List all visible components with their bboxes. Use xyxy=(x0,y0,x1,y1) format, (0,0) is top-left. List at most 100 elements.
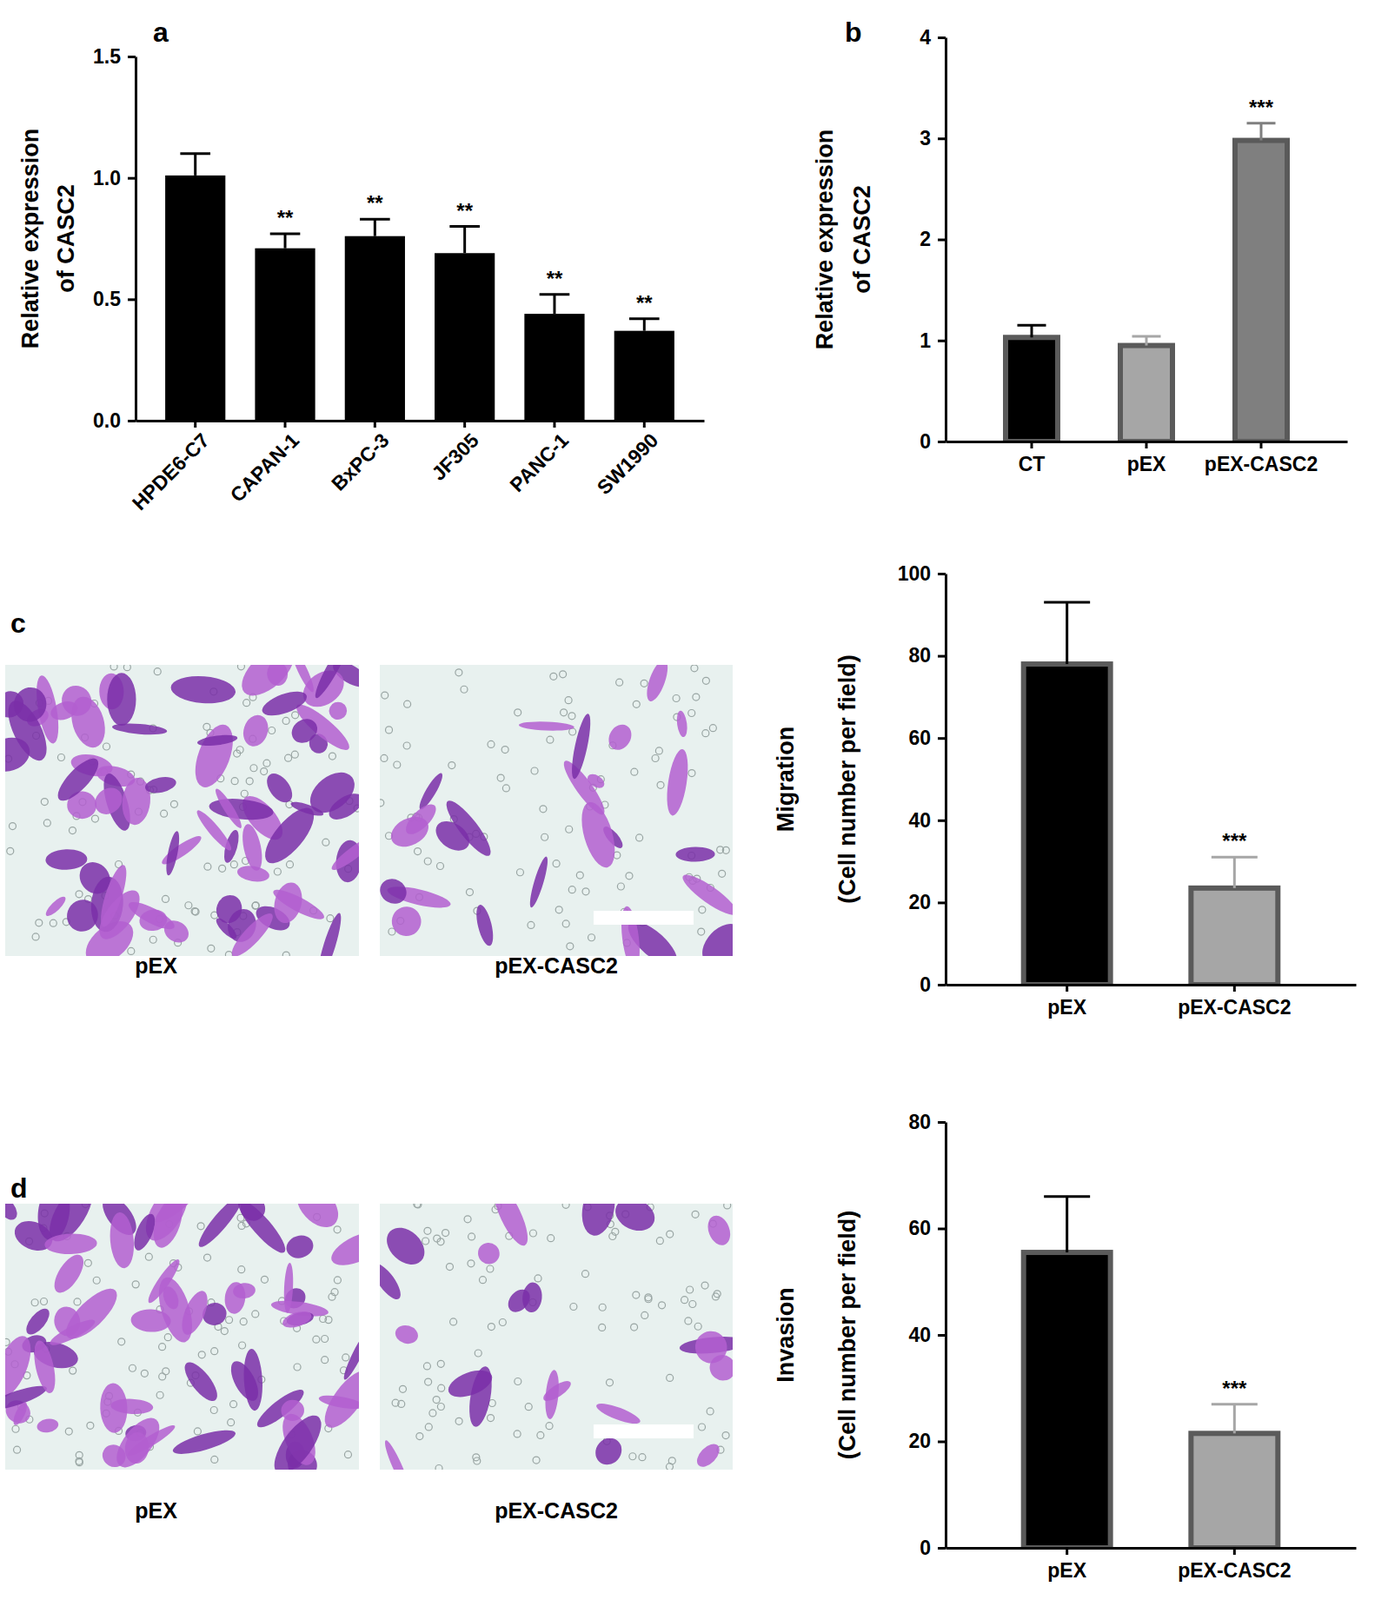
stained-cell xyxy=(30,1338,60,1395)
error-bar xyxy=(1211,1404,1258,1435)
pore xyxy=(636,834,644,842)
x-tick: pEX xyxy=(1047,984,1087,1019)
pore xyxy=(598,1323,606,1331)
y-tick-label: 0 xyxy=(919,430,931,453)
pore xyxy=(12,1425,20,1433)
x-tick: pEX-CASC2 xyxy=(1177,984,1291,1019)
pore xyxy=(562,1203,570,1209)
micrograph xyxy=(379,664,733,957)
error-stem xyxy=(463,226,466,254)
y-tick-mark xyxy=(937,137,946,140)
pore xyxy=(438,1384,445,1392)
pore xyxy=(236,746,244,754)
pore xyxy=(282,951,290,957)
stained-cell xyxy=(170,1425,238,1459)
stained-cell xyxy=(239,711,273,750)
pore xyxy=(565,825,573,833)
pore xyxy=(513,1430,521,1438)
pore xyxy=(630,768,638,776)
stained-cell xyxy=(584,771,607,792)
y-tick-mark xyxy=(937,901,946,904)
pore xyxy=(547,1235,555,1242)
pore xyxy=(701,1281,709,1289)
x-tick-label: pEX-CASC2 xyxy=(1204,452,1318,476)
y-tick-label: 80 xyxy=(908,1110,931,1134)
stained-cell xyxy=(604,720,636,755)
pore xyxy=(5,1338,10,1346)
y-tick-mark xyxy=(937,572,946,576)
stained-cell xyxy=(108,1410,167,1470)
pore xyxy=(617,883,625,890)
y-tick-label: 2 xyxy=(919,227,931,251)
pore xyxy=(651,755,659,763)
x-axis: HPDE6-C7CAPAN-1BxPC-3JF305PANC-1SW1990 xyxy=(127,420,704,515)
pore xyxy=(718,869,726,877)
stained-cell xyxy=(179,1357,223,1407)
bar xyxy=(1023,664,1111,985)
pore xyxy=(694,1322,702,1330)
y-tick-mark xyxy=(937,339,946,343)
pore xyxy=(478,1276,486,1284)
x-tick: pEX-CASC2 xyxy=(1204,441,1318,476)
pore xyxy=(128,1364,136,1372)
y-tick-mark xyxy=(937,819,946,823)
pore xyxy=(464,1215,472,1223)
bar xyxy=(165,175,226,421)
pore xyxy=(103,743,111,751)
x-tick: BxPC-3 xyxy=(326,420,393,495)
pore xyxy=(550,672,558,680)
pore xyxy=(527,921,535,929)
bar xyxy=(345,236,406,421)
stained-cell xyxy=(313,911,346,957)
pore xyxy=(562,920,570,928)
y-tick-label: 60 xyxy=(908,726,931,750)
stained-cell xyxy=(280,1399,306,1422)
y-tick: 40 xyxy=(908,809,946,832)
pore xyxy=(31,1299,39,1307)
y-axis-title: of CASC2 xyxy=(53,184,80,293)
image-caption: pEX-CASC2 xyxy=(494,953,618,978)
y-tick-label: 40 xyxy=(908,1323,931,1347)
image-caption: pEX-CASC2 xyxy=(494,1498,618,1523)
x-tick-mark xyxy=(643,420,646,428)
y-axis-title: Relative expression xyxy=(17,128,44,350)
error-stem xyxy=(1145,336,1149,346)
pore xyxy=(690,664,698,672)
y-tick-label: 4 xyxy=(919,26,931,49)
pore xyxy=(57,753,65,761)
stained-cell xyxy=(518,720,575,731)
pore xyxy=(487,740,495,748)
stained-cell xyxy=(5,1203,21,1224)
bar xyxy=(1005,337,1058,442)
pore xyxy=(529,1229,537,1237)
pore xyxy=(516,869,524,877)
pore xyxy=(84,1259,92,1267)
pore xyxy=(8,823,16,831)
pore xyxy=(425,1423,432,1431)
error-bar xyxy=(270,233,301,249)
stained-cell xyxy=(594,1400,643,1428)
pore xyxy=(424,857,432,865)
pore xyxy=(43,819,51,827)
stained-cell xyxy=(504,1285,535,1317)
pore xyxy=(319,1315,327,1323)
stained-cell xyxy=(169,673,237,706)
stained-cell xyxy=(212,786,246,831)
stained-cell xyxy=(663,747,692,817)
pore xyxy=(632,700,640,708)
pore xyxy=(709,724,717,732)
error-cap xyxy=(1211,856,1258,859)
significance: ** xyxy=(456,199,473,223)
stained-cell xyxy=(176,1287,213,1338)
pore xyxy=(616,678,624,686)
x-tick-mark xyxy=(1233,984,1236,992)
bar xyxy=(434,252,495,421)
x-tick-mark xyxy=(1065,1547,1069,1555)
pore xyxy=(658,1301,666,1309)
y-tick: 60 xyxy=(908,1216,946,1240)
x-tick: PANC-1 xyxy=(504,420,573,497)
y-tick-label: 0 xyxy=(919,973,931,997)
stained-cell xyxy=(288,1203,346,1236)
pore xyxy=(170,800,178,808)
pore xyxy=(424,1227,432,1235)
